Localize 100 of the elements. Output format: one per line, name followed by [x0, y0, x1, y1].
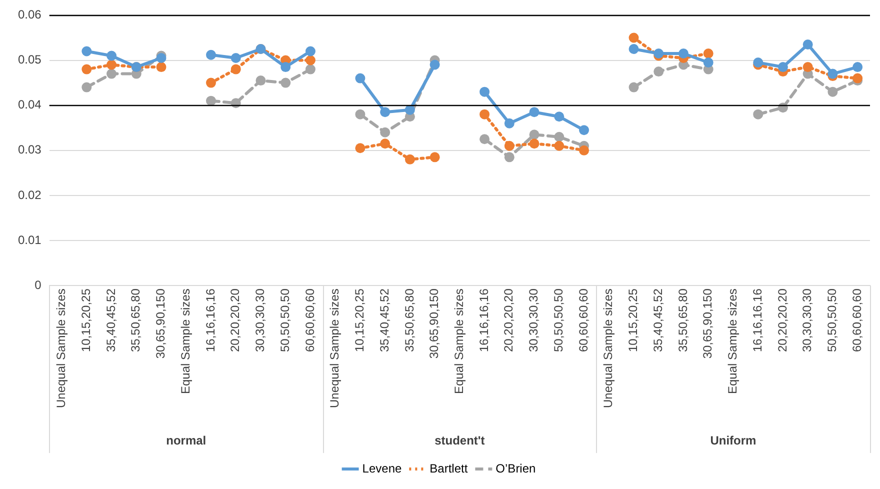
point [579, 145, 590, 156]
legend-label: O’Brien [496, 461, 536, 476]
point [529, 107, 540, 118]
x-tick-label: 50,50,50,50 [825, 288, 840, 352]
point [380, 107, 390, 118]
point [828, 86, 838, 97]
x-tick-label: 16,16,16,16 [476, 288, 491, 352]
x-tick-label: 20,20,20,20 [502, 288, 516, 352]
x-tick-label: 10,15,20,25 [352, 288, 367, 352]
x-tick-label: 35,40,45,52 [377, 288, 392, 352]
x-tick-label: 20,20,20,20 [228, 288, 242, 352]
x-tick-label: 50,50,50,50 [551, 288, 566, 352]
point [404, 154, 415, 164]
point [82, 46, 92, 56]
point [206, 50, 216, 60]
point [529, 138, 540, 149]
y-tick-label: 0.03 [18, 142, 42, 157]
point [678, 48, 688, 59]
x-tick-label: Unequal Sample sizes [328, 288, 342, 408]
x-tick-label: 60,60,60,60 [302, 288, 317, 352]
x-tick-label: Equal Sample sizes [726, 288, 740, 394]
x-tick-label: 16,16,16,16 [203, 288, 218, 352]
point [305, 64, 316, 74]
y-tick-label: 0 [34, 278, 42, 292]
point [628, 44, 639, 54]
x-tick-label: 35,50,65,80 [676, 288, 690, 352]
text: Uniform [710, 433, 756, 448]
point [504, 118, 514, 128]
point [355, 109, 366, 120]
x-tick-label: Unequal Sample sizes [601, 288, 616, 408]
point [554, 140, 564, 151]
point [579, 125, 590, 136]
point [480, 86, 490, 97]
point [504, 152, 514, 162]
point [280, 78, 291, 88]
x-tick-label: Unequal Sample sizes [54, 288, 68, 408]
x-tick-label: 35,50,65,80 [128, 288, 143, 352]
point [230, 64, 241, 74]
point [802, 39, 813, 50]
point [82, 64, 92, 74]
x-tick-label: Equal Sample sizes [178, 288, 192, 394]
point [230, 53, 241, 64]
x-tick-label: 30,30,30,30 [526, 288, 541, 352]
x-tick-label: Equal Sample sizes [452, 288, 466, 394]
point [480, 109, 490, 120]
point [778, 62, 788, 72]
x-tick-label: 50,50,50,50 [278, 288, 292, 352]
point [206, 78, 216, 88]
x-tick-label: 10,15,20,25 [78, 288, 93, 352]
point [703, 58, 714, 68]
point [852, 73, 863, 84]
point [280, 62, 291, 72]
x-tick-label: 35,40,45,52 [650, 288, 665, 352]
point [206, 96, 216, 106]
point [480, 134, 490, 144]
point [529, 130, 540, 140]
x-tick-label: 16,16,16,16 [750, 288, 764, 352]
y-tick-label: 0.06 [18, 8, 42, 22]
y-tick-label: 0.05 [18, 52, 42, 67]
point [106, 68, 117, 79]
point [156, 62, 166, 72]
x-tick-label: 30,65,90,150 [427, 288, 442, 359]
point [628, 32, 639, 43]
y-tick-label: 0.02 [18, 188, 42, 202]
point [802, 62, 813, 72]
point [404, 104, 415, 115]
text: normal [166, 433, 206, 448]
x-tick-label: 35,40,45,52 [104, 288, 118, 352]
y-tick-label: 0.04 [18, 98, 42, 112]
x-tick-label: 20,20,20,20 [775, 288, 790, 352]
point [305, 46, 316, 56]
point [106, 60, 117, 70]
point [828, 68, 838, 79]
x-tick-label: 30,30,30,30 [800, 288, 814, 352]
x-tick-label: 30,30,30,30 [253, 288, 268, 352]
point [554, 132, 564, 142]
x-tick-label: 30,65,90,150 [700, 288, 715, 359]
x-tick-label: 35,50,65,80 [402, 288, 416, 352]
point [355, 143, 366, 154]
point [554, 112, 564, 122]
point [753, 109, 764, 120]
x-tick-label: 60,60,60,60 [850, 288, 864, 352]
y-tick-label: 0.01 [18, 232, 42, 247]
point [504, 140, 514, 151]
x-tick-label: 30,65,90,150 [154, 288, 168, 359]
point [256, 76, 266, 86]
legend-label: Bartlett [430, 461, 468, 476]
point [430, 60, 440, 70]
point [82, 82, 92, 92]
point [380, 138, 390, 149]
point [355, 73, 366, 84]
point [106, 50, 117, 61]
point [654, 66, 664, 77]
point [430, 152, 440, 162]
x-tick-label: 10,15,20,25 [626, 288, 640, 352]
point [156, 53, 166, 64]
point [628, 82, 639, 92]
point [852, 62, 863, 72]
text: student't [434, 433, 485, 448]
point [305, 55, 316, 66]
